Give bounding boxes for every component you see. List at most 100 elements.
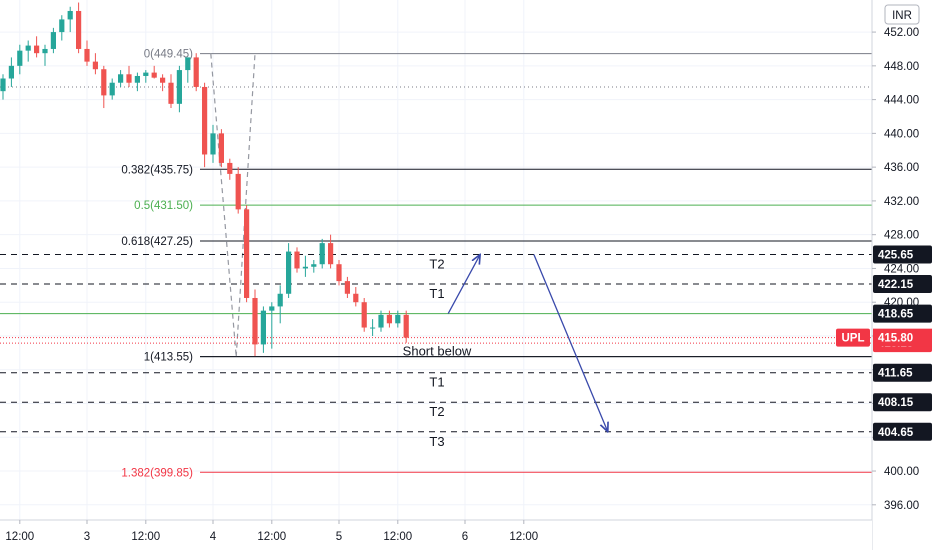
price-tick-label[interactable]: 440.00 bbox=[884, 128, 919, 140]
currency-badge-border[interactable] bbox=[884, 4, 920, 25]
candle[interactable] bbox=[269, 302, 275, 349]
candle-body bbox=[218, 133, 224, 163]
candle[interactable] bbox=[8, 57, 14, 87]
candle[interactable] bbox=[160, 74, 166, 92]
candle[interactable] bbox=[210, 124, 216, 163]
price-tick-label[interactable]: 396.00 bbox=[884, 500, 919, 512]
candle-body bbox=[193, 57, 199, 87]
candle[interactable] bbox=[25, 40, 31, 62]
candle[interactable] bbox=[109, 78, 115, 100]
fib-trend-line[interactable] bbox=[210, 53, 237, 357]
price-tick-label[interactable]: 432.00 bbox=[884, 196, 919, 208]
fib-level-label: 1.382(399.85) bbox=[121, 467, 193, 479]
candle[interactable] bbox=[277, 285, 283, 324]
candle-body bbox=[244, 209, 250, 298]
candle[interactable] bbox=[370, 319, 376, 336]
candle[interactable] bbox=[134, 72, 140, 92]
candle-body bbox=[185, 57, 191, 71]
candle[interactable] bbox=[386, 310, 392, 328]
candle[interactable] bbox=[59, 15, 65, 41]
candles[interactable] bbox=[0, 2, 409, 357]
time-axis[interactable]: 12:00 3 12:00 4 12:00 5 12:00 6 12:00 bbox=[0, 519, 872, 550]
price-tick-label[interactable]: 428.00 bbox=[884, 230, 919, 242]
candle[interactable] bbox=[252, 289, 258, 357]
candle[interactable] bbox=[294, 247, 300, 273]
price-tick-label[interactable]: 400.00 bbox=[884, 466, 919, 478]
candle-body bbox=[17, 50, 23, 66]
candle[interactable] bbox=[319, 238, 325, 269]
candle[interactable] bbox=[353, 287, 359, 307]
candle[interactable] bbox=[193, 53, 199, 92]
candle[interactable] bbox=[176, 65, 182, 113]
target-label-t1: T1 bbox=[429, 375, 444, 390]
time-tick-label[interactable]: 4 bbox=[210, 531, 217, 543]
candle[interactable] bbox=[126, 65, 132, 87]
candle[interactable] bbox=[143, 70, 149, 83]
candle[interactable] bbox=[42, 44, 48, 66]
candle[interactable] bbox=[76, 2, 82, 54]
candle[interactable] bbox=[218, 129, 224, 168]
time-tick-label[interactable]: 5 bbox=[336, 531, 342, 543]
candle[interactable] bbox=[361, 297, 367, 332]
candle[interactable] bbox=[227, 158, 233, 180]
candle[interactable] bbox=[118, 70, 124, 87]
price-tick-label[interactable]: 444.00 bbox=[884, 95, 919, 107]
candle-body bbox=[109, 82, 115, 96]
time-tick-label[interactable]: 12:00 bbox=[509, 531, 538, 543]
currency-badge[interactable]: INR bbox=[884, 4, 920, 25]
level-tag-422.15: 422.15 bbox=[873, 275, 932, 294]
level-tag-background bbox=[873, 245, 932, 264]
fib-extension-line[interactable] bbox=[235, 53, 256, 357]
candle[interactable] bbox=[50, 27, 56, 54]
candle[interactable] bbox=[336, 260, 342, 286]
time-tick-label[interactable]: 12:00 bbox=[257, 531, 286, 543]
level-tag-text: 425.65 bbox=[878, 250, 914, 262]
candle[interactable] bbox=[202, 82, 208, 168]
candle[interactable] bbox=[101, 65, 107, 109]
time-tick-label[interactable]: 12:00 bbox=[5, 531, 34, 543]
price-tick-label[interactable]: 448.00 bbox=[884, 61, 919, 73]
candle[interactable] bbox=[0, 74, 6, 100]
candle[interactable] bbox=[260, 306, 266, 353]
fibonacci-retracement[interactable]: 0(449.45) 0.382(435.75) 0.5(431.50) 0.618(4… bbox=[121, 49, 872, 480]
candle[interactable] bbox=[185, 57, 191, 83]
price-axis[interactable]: 396.00400.00420.00424.00428.00432.00436.… bbox=[871, 0, 932, 550]
annotations[interactable]: Short below bbox=[200, 255, 872, 432]
projection-arrow-up[interactable] bbox=[447, 255, 480, 314]
price-tags: 425.65422.15418.65415.15411.65408.15404.… bbox=[836, 245, 932, 441]
candle[interactable] bbox=[244, 205, 250, 303]
projection-arrow-down[interactable] bbox=[533, 254, 608, 432]
support-resistance-levels[interactable]: T2 T1 T1 T2 T3 bbox=[0, 86, 872, 449]
price-tick-label[interactable]: 436.00 bbox=[884, 162, 919, 174]
candle[interactable] bbox=[168, 74, 174, 109]
candle-body bbox=[84, 48, 90, 62]
candle-body bbox=[311, 264, 317, 267]
candle[interactable] bbox=[302, 255, 308, 277]
candle-body bbox=[67, 10, 73, 20]
candle[interactable] bbox=[403, 310, 409, 343]
level-tag-text: 404.65 bbox=[878, 427, 914, 439]
candle[interactable] bbox=[151, 65, 157, 79]
candle[interactable] bbox=[378, 310, 384, 332]
candle-body bbox=[319, 243, 325, 265]
candle[interactable] bbox=[84, 40, 90, 66]
candle[interactable] bbox=[34, 36, 40, 58]
time-tick-label[interactable]: 3 bbox=[84, 531, 90, 543]
time-tick-label[interactable]: 12:00 bbox=[383, 531, 412, 543]
candle[interactable] bbox=[286, 243, 292, 298]
candle[interactable] bbox=[235, 167, 241, 214]
candle[interactable] bbox=[344, 276, 350, 298]
price-tick-label[interactable]: 452.00 bbox=[884, 27, 919, 39]
candle[interactable] bbox=[328, 234, 334, 269]
candle-body bbox=[202, 86, 208, 155]
price-tick-label[interactable]: 424.00 bbox=[884, 263, 919, 275]
candle[interactable] bbox=[311, 260, 317, 273]
time-tick-label[interactable]: 12:00 bbox=[131, 531, 160, 543]
candle-body bbox=[252, 297, 258, 345]
candle[interactable] bbox=[67, 6, 73, 33]
candle[interactable] bbox=[395, 310, 401, 328]
candle[interactable] bbox=[17, 44, 23, 75]
time-tick-label[interactable]: 6 bbox=[462, 531, 468, 543]
candle[interactable] bbox=[92, 53, 98, 75]
